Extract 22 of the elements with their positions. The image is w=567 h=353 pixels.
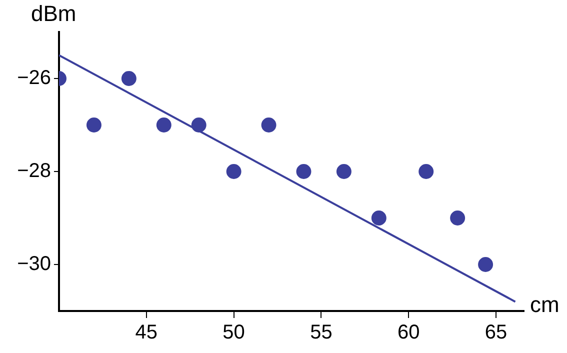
point xyxy=(156,118,172,132)
x-tick-label: 50 xyxy=(222,322,245,344)
point xyxy=(450,210,466,226)
x-axis-title: cm xyxy=(530,292,560,318)
point xyxy=(336,164,352,179)
point xyxy=(121,71,136,86)
x-tick-label: 45 xyxy=(135,322,158,344)
point xyxy=(226,164,242,179)
x-tick-label: 60 xyxy=(398,322,420,344)
y-tick-label: −28 xyxy=(17,160,51,182)
point xyxy=(86,118,102,132)
y-tick-label: −26 xyxy=(17,67,51,90)
point xyxy=(478,257,494,272)
point xyxy=(261,118,276,132)
y-axis-title: dBm xyxy=(31,1,76,26)
x-tick-label: 55 xyxy=(310,322,332,344)
point xyxy=(418,164,434,179)
point xyxy=(371,210,386,226)
x-tick-label: 65 xyxy=(484,322,508,344)
y-tick-label: −30 xyxy=(17,253,51,276)
point xyxy=(296,164,312,179)
point xyxy=(191,118,206,132)
